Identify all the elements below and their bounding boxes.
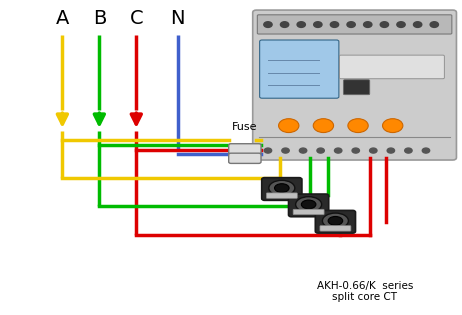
FancyBboxPatch shape xyxy=(340,55,444,79)
Text: A: A xyxy=(56,9,69,28)
FancyBboxPatch shape xyxy=(288,194,329,217)
Circle shape xyxy=(317,148,324,153)
Text: C: C xyxy=(129,9,143,28)
FancyBboxPatch shape xyxy=(257,15,452,34)
Ellipse shape xyxy=(301,200,316,209)
Circle shape xyxy=(430,22,438,27)
Ellipse shape xyxy=(322,213,348,229)
Circle shape xyxy=(352,148,359,153)
Circle shape xyxy=(330,22,339,27)
Circle shape xyxy=(413,22,422,27)
Circle shape xyxy=(364,22,372,27)
FancyBboxPatch shape xyxy=(266,193,298,198)
Circle shape xyxy=(297,22,305,27)
Circle shape xyxy=(280,22,289,27)
FancyBboxPatch shape xyxy=(229,153,261,163)
Text: N: N xyxy=(170,9,185,28)
Circle shape xyxy=(380,22,389,27)
Circle shape xyxy=(264,22,272,27)
Circle shape xyxy=(282,148,289,153)
Circle shape xyxy=(313,119,334,133)
FancyBboxPatch shape xyxy=(320,226,351,231)
Circle shape xyxy=(405,148,412,153)
Circle shape xyxy=(383,119,403,133)
Ellipse shape xyxy=(274,184,289,192)
FancyBboxPatch shape xyxy=(260,40,339,98)
Ellipse shape xyxy=(296,197,322,212)
Circle shape xyxy=(422,148,430,153)
Ellipse shape xyxy=(328,216,343,225)
Circle shape xyxy=(397,22,405,27)
Circle shape xyxy=(299,148,307,153)
Circle shape xyxy=(347,22,355,27)
Text: Fuse: Fuse xyxy=(232,122,258,132)
FancyBboxPatch shape xyxy=(293,209,324,215)
Ellipse shape xyxy=(269,180,295,196)
Circle shape xyxy=(279,119,299,133)
Circle shape xyxy=(387,148,395,153)
FancyBboxPatch shape xyxy=(343,80,370,95)
Circle shape xyxy=(370,148,377,153)
Circle shape xyxy=(348,119,368,133)
FancyBboxPatch shape xyxy=(253,10,456,160)
FancyBboxPatch shape xyxy=(315,210,356,233)
Circle shape xyxy=(334,148,342,153)
Circle shape xyxy=(314,22,322,27)
Text: B: B xyxy=(93,9,106,28)
Circle shape xyxy=(264,148,272,153)
FancyBboxPatch shape xyxy=(261,178,302,200)
Text: AKH-0.66/K  series
split core CT: AKH-0.66/K series split core CT xyxy=(317,281,413,302)
FancyBboxPatch shape xyxy=(229,144,261,154)
